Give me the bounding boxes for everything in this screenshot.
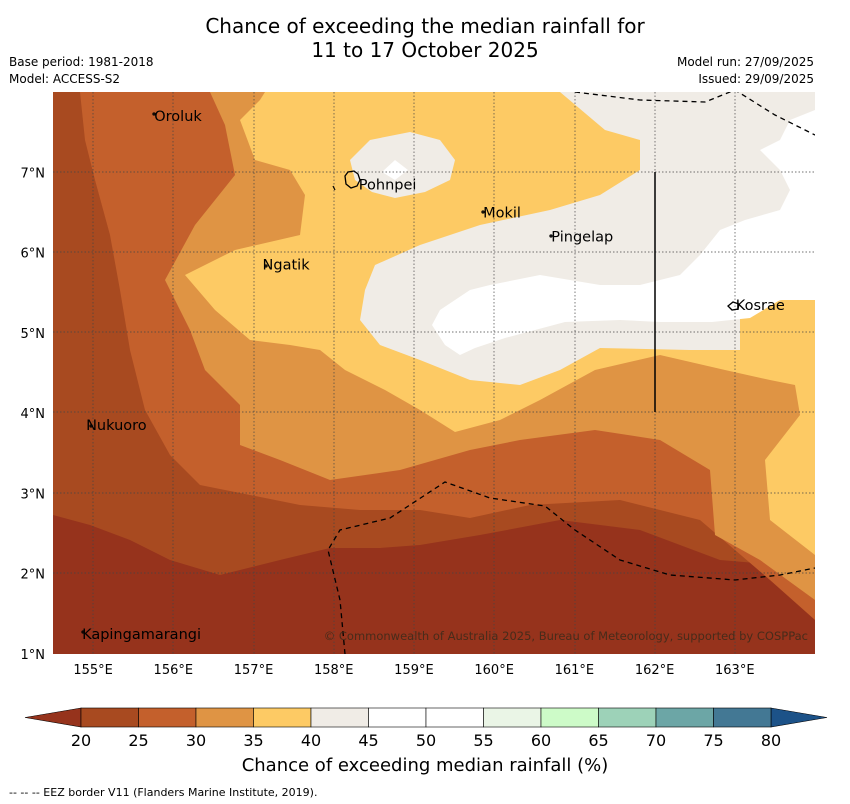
- meta-left: Base period: 1981-2018 Model: ACCESS-S2: [9, 54, 154, 88]
- lat-tick-label: 2°N: [21, 568, 46, 583]
- lat-tick-label: 7°N: [21, 166, 46, 181]
- island-dot-oroluk: [152, 112, 156, 116]
- issued-date: Issued: 29/09/2025: [698, 72, 814, 86]
- latitude-axis: 1°N 2°N 3°N 4°N 5°N 6°N 7°N: [21, 166, 46, 663]
- colorbar-segment: [138, 707, 197, 728]
- lon-tick-label: 161°E: [555, 663, 595, 678]
- island-dot-mokil: [481, 210, 485, 214]
- model-name: Model: ACCESS-S2: [9, 72, 121, 86]
- model-run: Model run: 27/09/2025: [676, 55, 814, 69]
- colorbar-under-arrow: [24, 707, 82, 728]
- lat-tick-label: 6°N: [21, 247, 46, 262]
- eez-borders: [327, 92, 815, 654]
- probability-field: [53, 92, 815, 654]
- colorbar-segment: [310, 707, 369, 728]
- place-label-pohnpei: Pohnpei: [359, 177, 417, 193]
- island-dot-ngatik: [264, 264, 268, 268]
- colorbar-tick-label: 55: [473, 731, 493, 750]
- colorbar-segment: [195, 707, 254, 728]
- band-40-45-pohnpei: [350, 132, 455, 198]
- colorbar-segment: [713, 707, 772, 728]
- colorbar-tick-label: 25: [128, 731, 148, 750]
- colorbar-tick-label: 60: [531, 731, 551, 750]
- colorbar-segment: [598, 707, 657, 728]
- pohnpei-reef: [332, 185, 336, 191]
- colorbar-segment: [80, 707, 139, 728]
- title-line-2: 11 to 17 October 2025: [311, 38, 539, 62]
- colorbar-tick-label: 40: [301, 731, 321, 750]
- chart-title: Chance of exceeding the median rainfall …: [0, 14, 850, 62]
- place-label-mokil: Mokil: [483, 205, 521, 221]
- colorbar-tick-label: 35: [243, 731, 263, 750]
- lat-tick-label: 3°N: [21, 487, 46, 502]
- place-label-nukuoro: Nukuoro: [86, 418, 147, 434]
- place-label-ngatik: Ngatik: [263, 258, 311, 274]
- lon-tick-label: 162°E: [635, 663, 675, 678]
- band-45-55: [432, 92, 815, 355]
- lon-tick-label: 160°E: [474, 663, 514, 678]
- lon-tick-label: 156°E: [154, 663, 194, 678]
- lon-tick-label: 163°E: [715, 663, 755, 678]
- place-label-kosrae: Kosrae: [736, 298, 785, 314]
- copyright: © Commonwealth of Australia 2025, Bureau…: [324, 629, 808, 643]
- colorbar-segment: [483, 707, 542, 728]
- colorbar-segment: [540, 707, 599, 728]
- island-dot-pingelap: [549, 234, 553, 238]
- colorbar-segment: [425, 707, 484, 728]
- island-dot-kapinga: [81, 630, 85, 634]
- colorbar-ticks: 20 25 30 35 40 45 50 55 60 65 70 75 80: [71, 731, 781, 750]
- place-label-pingelap: Pingelap: [551, 230, 613, 246]
- base-period: Base period: 1981-2018: [9, 55, 154, 69]
- pohnpei-outline: [344, 170, 361, 189]
- island-dot-nukuoro: [89, 424, 93, 428]
- lon-tick-label: 155°E: [73, 663, 113, 678]
- colorbar-tick-label: 70: [646, 731, 666, 750]
- colorbar-segment: [368, 707, 427, 728]
- longitude-axis: 155°E 156°E 157°E 158°E 159°E 160°E 161°E 162°E…: [73, 663, 754, 678]
- lon-tick-label: 157°E: [234, 663, 274, 678]
- colorbar-over-arrow: [770, 707, 828, 728]
- kosrae-outline: [727, 301, 740, 311]
- lat-tick-label: 4°N: [21, 407, 46, 422]
- footnote: -- -- -- EEZ border V11 (Flanders Marine…: [9, 786, 318, 799]
- place-labels: Oroluk Pohnpei Mokil Pingelap Ngatik Kosrae Nu…: [82, 109, 785, 643]
- colorbar-tick-label: 80: [761, 731, 781, 750]
- colorbar-tick-label: 75: [703, 731, 723, 750]
- lat-tick-label: 1°N: [21, 648, 46, 663]
- meta-right: Model run: 27/09/2025 Issued: 29/09/2025: [677, 54, 814, 88]
- colorbar: [24, 707, 828, 728]
- colorbar-tick-label: 50: [416, 731, 436, 750]
- title-line-1: Chance of exceeding the median rainfall …: [205, 14, 645, 38]
- colorbar-tick-label: 45: [358, 731, 378, 750]
- islands: [81, 112, 740, 634]
- lat-tick-label: 5°N: [21, 327, 46, 342]
- colorbar-tick-label: 30: [186, 731, 206, 750]
- lon-tick-label: 158°E: [314, 663, 354, 678]
- band-45-55-small: [382, 160, 408, 180]
- place-label-oroluk: Oroluk: [154, 109, 202, 125]
- colorbar-tick-label: 20: [71, 731, 91, 750]
- colorbar-tick-label: 65: [588, 731, 608, 750]
- lon-tick-label: 159°E: [394, 663, 434, 678]
- place-label-kapingamarangi: Kapingamarangi: [82, 627, 201, 643]
- colorbar-segment: [253, 707, 312, 728]
- colorbar-title: Chance of exceeding median rainfall (%): [241, 755, 609, 776]
- colorbar-segment: [655, 707, 714, 728]
